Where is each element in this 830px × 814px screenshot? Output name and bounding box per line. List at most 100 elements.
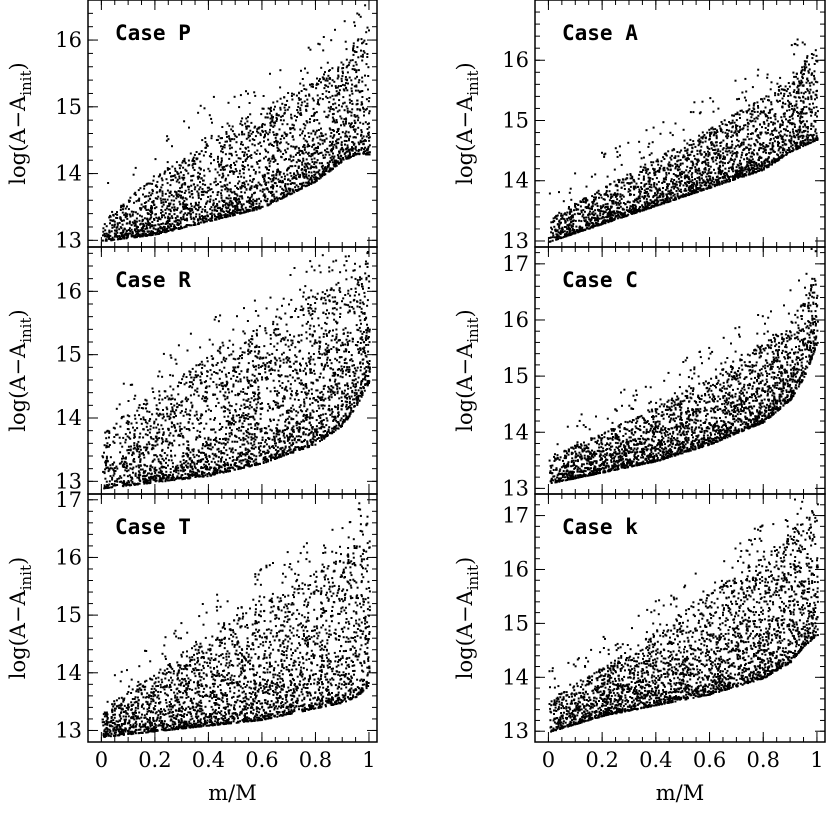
scatter-point	[315, 87, 318, 90]
scatter-point	[554, 216, 557, 219]
scatter-point	[161, 210, 164, 213]
scatter-point	[632, 212, 635, 215]
scatter-point	[352, 128, 355, 131]
scatter-point	[312, 129, 315, 132]
scatter-point	[580, 220, 583, 223]
scatter-point	[666, 167, 669, 170]
scatter-point	[172, 178, 174, 181]
scatter-point	[209, 219, 212, 222]
scatter-point	[806, 77, 809, 80]
scatter-point	[310, 132, 313, 135]
scatter-point	[590, 175, 593, 178]
scatter-point	[708, 151, 711, 154]
scatter-point	[241, 151, 244, 153]
scatter-point	[244, 186, 247, 189]
scatter-point	[368, 131, 370, 134]
scatter-point	[206, 186, 209, 189]
scatter-point	[336, 138, 339, 141]
scatter-point	[755, 163, 758, 166]
scatter-point	[364, 108, 367, 111]
scatter-point	[565, 232, 568, 235]
scatter-point	[327, 114, 330, 117]
scatter-point	[317, 129, 320, 131]
scatter-point	[693, 192, 696, 195]
scatter-point	[327, 170, 330, 173]
scatter-point	[221, 166, 224, 169]
scatter-point	[811, 72, 814, 75]
scatter-point	[305, 158, 308, 161]
scatter-point	[631, 175, 634, 178]
scatter-point	[255, 186, 258, 189]
scatter-point	[147, 182, 150, 185]
scatter-point	[244, 211, 247, 214]
scatter-point	[218, 200, 221, 203]
scatter-point	[291, 177, 294, 180]
scatter-point	[271, 144, 273, 146]
scatter-point	[297, 185, 300, 188]
scatter-point	[607, 212, 610, 214]
scatter-point	[814, 130, 817, 133]
scatter-point	[132, 173, 135, 176]
scatter-point	[270, 186, 273, 189]
scatter-point	[269, 142, 272, 145]
scatter-point	[617, 178, 620, 181]
scatter-point	[742, 141, 745, 144]
scatter-point	[667, 163, 670, 166]
scatter-point	[774, 92, 777, 95]
scatter-point	[290, 174, 293, 177]
scatter-point	[217, 160, 219, 163]
scatter-point	[168, 191, 171, 194]
scatter-point	[691, 176, 693, 179]
scatter-point	[344, 143, 346, 146]
scatter-point	[722, 155, 725, 158]
scatter-point	[603, 198, 606, 201]
scatter-point	[738, 113, 741, 116]
scatter-point	[160, 186, 163, 189]
scatter-point	[229, 147, 231, 150]
scatter-point	[263, 193, 266, 196]
scatter-point	[167, 230, 170, 232]
scatter-point	[297, 151, 300, 154]
scatter-point	[149, 225, 152, 228]
scatter-point	[263, 157, 265, 160]
scatter-point	[139, 187, 142, 190]
scatter-point	[126, 205, 128, 208]
scatter-point	[704, 166, 707, 169]
scatter-point	[109, 234, 112, 237]
scatter-point	[232, 170, 235, 173]
scatter-point	[367, 147, 370, 150]
scatter-point	[258, 205, 261, 208]
scatter-point	[291, 123, 294, 126]
scatter-point	[712, 156, 715, 159]
scatter-point	[776, 136, 778, 139]
scatter-point	[202, 154, 205, 157]
scatter-point	[648, 153, 651, 156]
scatter-point	[189, 207, 191, 210]
scatter-point	[279, 150, 282, 153]
scatter-point	[556, 223, 559, 226]
scatter-point	[257, 142, 260, 145]
scatter-point	[122, 229, 125, 232]
scatter-point	[285, 151, 288, 154]
scatter-point	[334, 102, 337, 105]
scatter-point	[580, 211, 583, 214]
scatter-point	[181, 196, 184, 199]
scatter-point	[350, 79, 353, 82]
scatter-point	[137, 232, 139, 235]
scatter-point	[596, 222, 598, 225]
scatter-point	[804, 144, 807, 147]
scatter-point	[210, 217, 213, 220]
scatter-point	[221, 167, 224, 170]
scatter-point	[799, 81, 802, 84]
scatter-point	[306, 162, 309, 165]
scatter-point	[193, 160, 196, 163]
scatter-point	[319, 174, 322, 177]
scatter-point	[756, 164, 759, 167]
scatter-point	[163, 227, 166, 230]
scatter-point	[260, 145, 263, 148]
scatter-point	[235, 201, 238, 204]
scatter-point	[571, 229, 574, 231]
scatter-point	[119, 232, 122, 235]
scatter-point	[814, 113, 817, 116]
scatter-point	[701, 174, 703, 177]
